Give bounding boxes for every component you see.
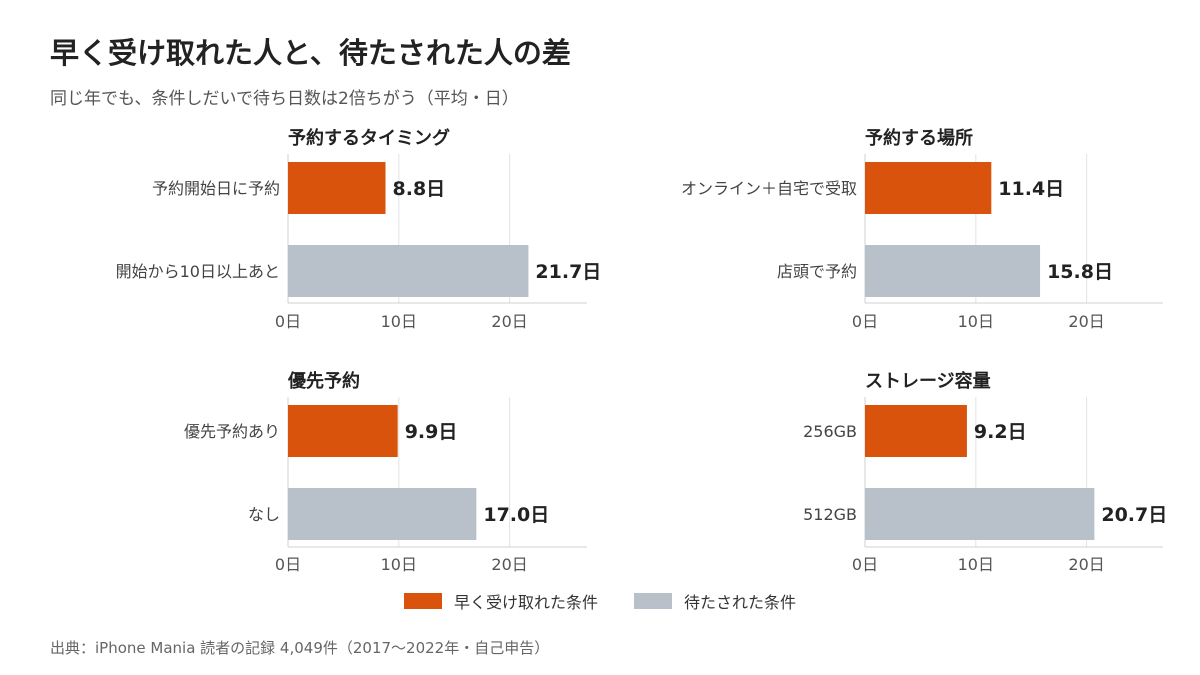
legend-label-late: 待たされた条件	[684, 593, 797, 612]
category-label: 予約開始日に予約	[152, 179, 280, 198]
category-label: オンライン＋自宅で受取	[681, 179, 857, 198]
bar-early	[865, 405, 967, 457]
category-label: 開始から10日以上あと	[116, 262, 280, 281]
panel-title-priority: 優先予約	[288, 371, 360, 392]
bar-late	[288, 488, 477, 540]
data-label: 17.0日	[483, 504, 549, 526]
x-tick-label: 10日	[381, 312, 417, 331]
x-tick-label: 0日	[852, 555, 878, 574]
legend-label-early: 早く受け取れた条件	[453, 593, 598, 612]
x-tick-label: 20日	[491, 312, 527, 331]
category-label: 店頭で予約	[777, 262, 857, 281]
x-tick-label: 20日	[491, 555, 527, 574]
legend-item-late: 待たされた条件	[634, 589, 796, 613]
x-tick-label: 10日	[958, 555, 994, 574]
x-tick-label: 10日	[381, 555, 417, 574]
chart-subtitle: 同じ年でも、条件しだいで待ち日数は2倍ちがう（平均・日）	[50, 89, 519, 109]
bar-late	[288, 245, 529, 297]
legend-swatch-early	[403, 593, 442, 609]
x-tick-label: 20日	[1068, 312, 1104, 331]
panel-title-storage: ストレージ容量	[865, 371, 991, 392]
data-label: 20.7日	[1101, 504, 1167, 526]
data-label: 15.8日	[1047, 261, 1113, 283]
legend-swatch-late	[634, 593, 672, 609]
panel-title-timing: 予約するタイミング	[288, 128, 450, 149]
x-tick-label: 0日	[275, 312, 301, 331]
bar-early	[288, 405, 398, 457]
category-label: 512GB	[803, 505, 857, 524]
bar-late	[865, 245, 1041, 297]
data-label: 21.7日	[535, 261, 601, 283]
category-label: なし	[248, 505, 280, 524]
legend-item-early: 早く受け取れた条件	[403, 589, 598, 613]
data-label: 9.9日	[405, 421, 458, 443]
x-tick-label: 20日	[1068, 555, 1104, 574]
x-tick-label: 0日	[852, 312, 878, 331]
x-tick-label: 0日	[275, 555, 301, 574]
legend: 早く受け取れた条件 待たされた条件	[0, 589, 1200, 613]
category-label: 優先予約あり	[184, 422, 280, 441]
category-label: 256GB	[803, 422, 857, 441]
bar-early	[865, 162, 992, 214]
bar-late	[865, 488, 1095, 540]
x-tick-label: 10日	[958, 312, 994, 331]
bar-early	[288, 162, 386, 214]
source-note: 出典：iPhone Mania 読者の記録 4,049件（2017〜2022年・…	[50, 639, 550, 657]
data-label: 9.2日	[974, 421, 1027, 443]
panel-title-place: 予約する場所	[865, 128, 973, 149]
data-label: 11.4日	[998, 178, 1064, 200]
chart-title: 早く受け取れた人と、待たされた人の差	[50, 36, 571, 70]
data-label: 8.8日	[393, 178, 446, 200]
